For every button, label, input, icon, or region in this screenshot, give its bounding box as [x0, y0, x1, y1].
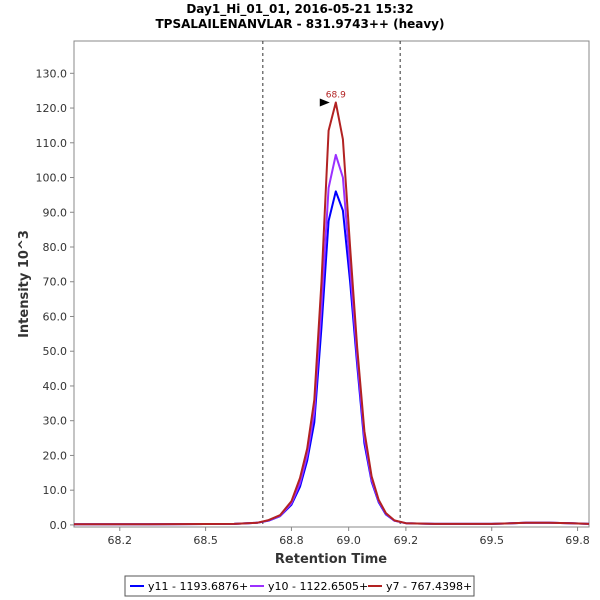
peak-annotation: 68.9	[319, 90, 346, 107]
x-axis-label: Retention Time	[275, 552, 387, 567]
legend-box	[124, 575, 475, 597]
x-tick-label: 69.2	[394, 534, 419, 547]
y-tick-label: 70.0	[43, 276, 68, 289]
series-lines	[74, 101, 590, 526]
y-tick-label: 120.0	[36, 102, 68, 115]
y-tick-label: 10.0	[43, 484, 68, 497]
y-tick-label: 0.0	[50, 519, 68, 532]
peak-label: 68.9	[326, 90, 346, 100]
x-tick-label: 68.2	[108, 534, 133, 547]
y-tick-label: 60.0	[43, 310, 68, 323]
plot-area	[73, 40, 590, 528]
y-tick-label: 110.0	[36, 137, 68, 150]
y-tick-label: 40.0	[43, 380, 68, 393]
y-tick-label: 50.0	[43, 345, 68, 358]
x-tick-label: 69.5	[479, 534, 504, 547]
chart-subtitle: TPSALAILENANVLAR - 831.9743++ (heavy)	[155, 17, 444, 31]
y-axis-label: Intensity 10^3	[17, 230, 32, 338]
integration-boundaries	[262, 41, 401, 527]
chart-title: Day1_Hi_01_01, 2016-05-21 15:32	[186, 2, 413, 17]
x-tick-label: 68.5	[193, 534, 218, 547]
y-tick-label: 80.0	[43, 241, 68, 254]
legend: y11 - 1193.6876+ y10 - 1122.6505+ y7 - 767…	[124, 575, 475, 597]
y-tick-label: 90.0	[43, 206, 68, 219]
x-tick-label: 69.8	[565, 534, 590, 547]
y-tick-label: 20.0	[43, 449, 68, 462]
series-line	[74, 101, 590, 526]
y-axis: 0.0 10.0 20.0 30.0 40.0 50.0 60.0 70.0 80.0 90.0 1…	[36, 67, 74, 532]
x-axis: 68.2 68.5 68.8 69.0 69.2 69.5 69.8	[108, 527, 590, 547]
legend-label: y7 - 767.4398+	[386, 580, 472, 593]
y-tick-label: 130.0	[36, 67, 68, 80]
legend-label: y11 - 1193.6876+	[148, 580, 248, 593]
peak-arrow	[319, 98, 330, 107]
y-tick-label: 30.0	[43, 415, 68, 428]
legend-label: y10 - 1122.6505+	[268, 580, 368, 593]
x-tick-label: 69.0	[336, 534, 361, 547]
x-tick-label: 68.8	[279, 534, 304, 547]
y-tick-label: 100.0	[36, 172, 68, 185]
